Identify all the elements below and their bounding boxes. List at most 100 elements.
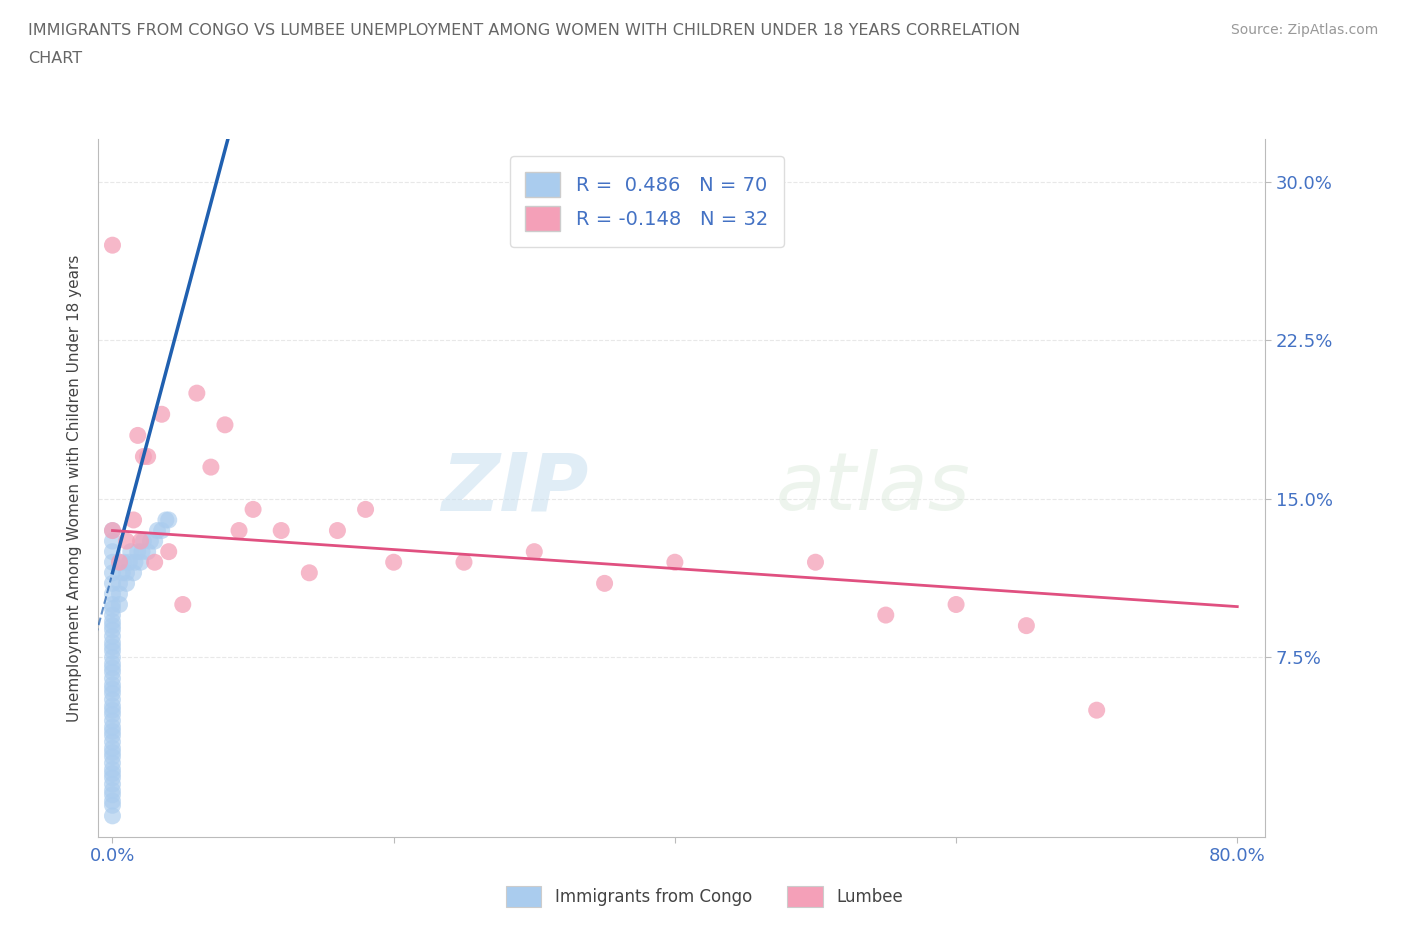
Point	[101, 793, 124, 808]
Point	[101, 622, 124, 637]
Point	[139, 534, 162, 549]
Point	[101, 762, 124, 777]
Point	[593, 576, 616, 591]
Point	[101, 741, 124, 756]
Point	[101, 665, 124, 680]
Point	[101, 788, 124, 803]
Point	[101, 724, 124, 738]
Point	[101, 671, 124, 686]
Point	[155, 512, 177, 527]
Point	[101, 728, 124, 743]
Point	[101, 698, 124, 713]
Point	[143, 534, 166, 549]
Point	[127, 428, 149, 443]
Point	[101, 614, 124, 629]
Text: IMMIGRANTS FROM CONGO VS LUMBEE UNEMPLOYMENT AMONG WOMEN WITH CHILDREN UNDER 18 : IMMIGRANTS FROM CONGO VS LUMBEE UNEMPLOY…	[28, 23, 1021, 38]
Point	[228, 523, 250, 538]
Point	[101, 720, 124, 735]
Point	[101, 544, 124, 559]
Point	[101, 783, 124, 798]
Point	[108, 555, 131, 570]
Point	[242, 502, 264, 517]
Point	[150, 523, 173, 538]
Point	[270, 523, 292, 538]
Point	[172, 597, 194, 612]
Point	[101, 644, 124, 658]
Text: Immigrants from Congo: Immigrants from Congo	[555, 887, 752, 906]
Point	[101, 639, 124, 654]
Point	[945, 597, 967, 612]
Point	[298, 565, 321, 580]
Point	[157, 512, 180, 527]
Point	[101, 576, 124, 591]
Point	[101, 607, 124, 622]
Point	[129, 555, 152, 570]
Point	[875, 607, 897, 622]
Y-axis label: Unemployment Among Women with Children Under 18 years: Unemployment Among Women with Children U…	[67, 255, 83, 722]
Point	[108, 576, 131, 591]
Point	[111, 565, 134, 580]
Point	[101, 777, 124, 791]
Point	[132, 534, 155, 549]
Point	[101, 523, 124, 538]
Point	[101, 682, 124, 697]
Point	[101, 597, 124, 612]
Point	[101, 692, 124, 707]
Legend: R =  0.486   N = 70, R = -0.148   N = 32: R = 0.486 N = 70, R = -0.148 N = 32	[510, 156, 785, 247]
Point	[354, 502, 377, 517]
Point	[101, 629, 124, 644]
Point	[150, 406, 173, 421]
Point	[143, 555, 166, 570]
Point	[523, 544, 546, 559]
Point	[118, 555, 141, 570]
Point	[136, 449, 159, 464]
Point	[101, 534, 124, 549]
Point	[131, 544, 153, 559]
Point	[1085, 703, 1108, 718]
Point	[101, 650, 124, 665]
Point	[101, 750, 124, 764]
Point	[132, 449, 155, 464]
Point	[326, 523, 349, 538]
Point	[127, 544, 149, 559]
Point	[101, 565, 124, 580]
Point	[101, 755, 124, 770]
Point	[101, 685, 124, 700]
Point	[186, 386, 208, 401]
Text: Source: ZipAtlas.com: Source: ZipAtlas.com	[1230, 23, 1378, 37]
Point	[122, 512, 145, 527]
Point	[101, 735, 124, 750]
Point	[101, 618, 124, 633]
Point	[115, 576, 138, 591]
Point	[101, 555, 124, 570]
Text: atlas: atlas	[775, 449, 970, 527]
Point	[115, 534, 138, 549]
Point	[112, 555, 135, 570]
Point	[382, 555, 405, 570]
Text: Lumbee: Lumbee	[837, 887, 903, 906]
Point	[101, 657, 124, 671]
Point	[804, 555, 827, 570]
Point	[108, 587, 131, 602]
Text: ZIP: ZIP	[441, 449, 589, 527]
Point	[115, 565, 138, 580]
Point	[157, 544, 180, 559]
Point	[101, 703, 124, 718]
Point	[101, 707, 124, 722]
Point	[101, 660, 124, 675]
Point	[200, 459, 222, 474]
Point	[101, 808, 124, 823]
Point	[101, 798, 124, 813]
Point	[120, 544, 142, 559]
Point	[101, 766, 124, 781]
Point	[136, 544, 159, 559]
Point	[664, 555, 686, 570]
Point	[101, 745, 124, 760]
Point	[101, 523, 124, 538]
Point	[101, 587, 124, 602]
Point	[146, 523, 169, 538]
Point	[101, 602, 124, 617]
Point	[101, 635, 124, 650]
Point	[122, 565, 145, 580]
Point	[1015, 618, 1038, 633]
